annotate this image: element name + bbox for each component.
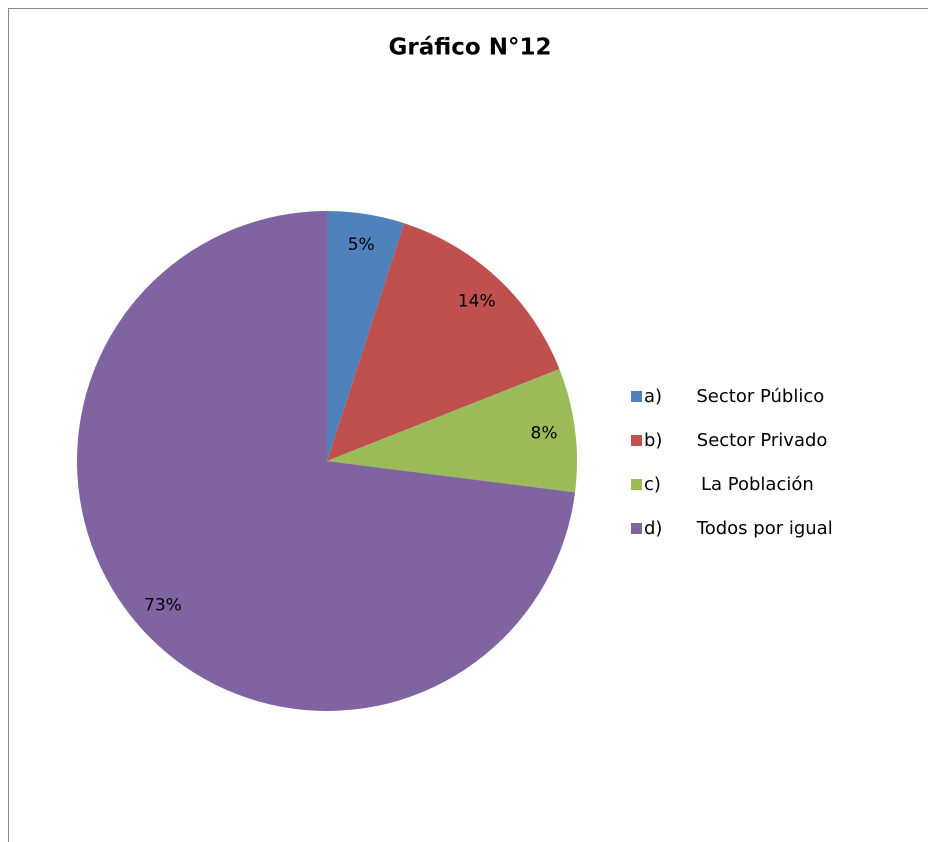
legend-label: a) Sector Público	[644, 386, 824, 407]
data-label: 8%	[531, 424, 558, 444]
data-label: 14%	[458, 292, 496, 312]
legend-label: b) Sector Privado	[644, 430, 827, 451]
legend-swatch	[631, 523, 642, 534]
legend-swatch	[631, 391, 642, 402]
legend-label: c) La Población	[644, 474, 814, 495]
pie-slice	[327, 211, 405, 461]
legend-swatch	[631, 435, 642, 446]
data-label: 5%	[348, 235, 375, 255]
pie-slice	[327, 223, 560, 461]
legend-swatch	[631, 479, 642, 490]
pie-slice	[327, 368, 577, 493]
pie-slice	[77, 211, 576, 711]
legend-label: d) Todos por igual	[644, 518, 833, 539]
data-label: 73%	[144, 596, 182, 616]
chart-title: Gráfico N°12	[389, 35, 552, 61]
